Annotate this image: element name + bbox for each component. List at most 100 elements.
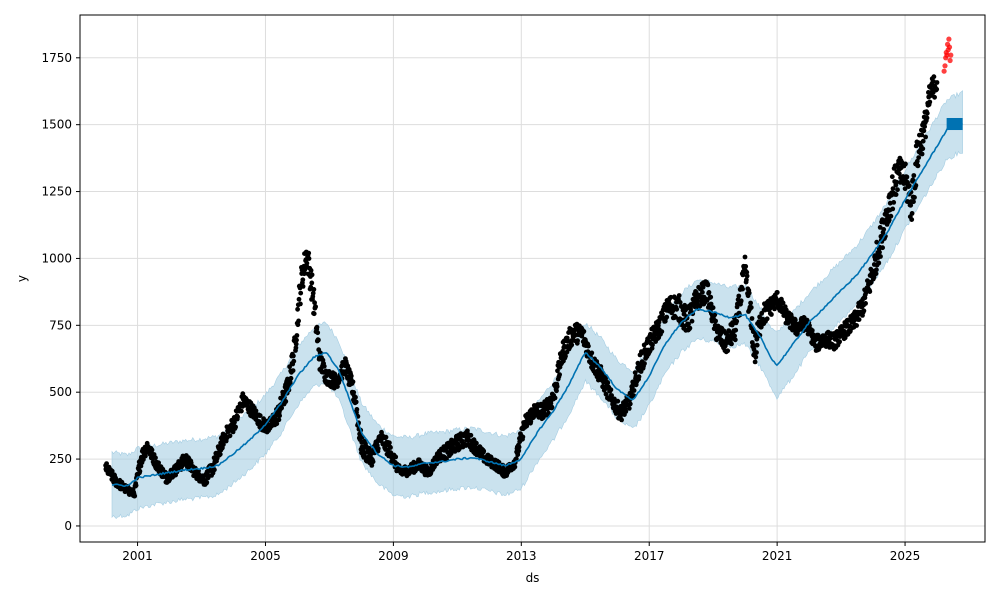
recent-point (944, 52, 950, 58)
observed-point (636, 374, 642, 379)
plot-frame (79, 14, 986, 543)
observed-point (837, 339, 842, 345)
observed-point (309, 280, 315, 286)
observed-point (294, 337, 299, 343)
recent-point (948, 52, 954, 58)
observed-point (920, 138, 926, 144)
observed-point (889, 174, 895, 180)
observed-point (932, 94, 937, 100)
observed-point (221, 442, 226, 447)
x-tick-label: 2013 (506, 549, 537, 563)
x-tick-label: 2001 (122, 549, 153, 563)
observed-point (909, 217, 915, 223)
observed-point (881, 227, 887, 232)
observed-point (725, 348, 731, 354)
observed-point (687, 325, 693, 331)
observed-point (513, 456, 519, 462)
observed-point (143, 453, 148, 459)
observed-point (293, 341, 299, 347)
observed-point (923, 134, 928, 140)
observed-point (312, 300, 317, 306)
x-tick-label: 2009 (378, 549, 409, 563)
observed-point (686, 321, 691, 327)
observed-point (732, 333, 737, 339)
observed-point (920, 146, 926, 152)
observed-point (874, 267, 879, 273)
observed-point (871, 274, 877, 280)
observed-point (689, 318, 695, 324)
observed-point (914, 158, 920, 164)
observed-point (295, 322, 301, 328)
observed-point (878, 254, 883, 259)
observed-point (792, 317, 798, 323)
observed-point (605, 380, 611, 386)
observed-point (732, 337, 738, 343)
grid (80, 15, 985, 542)
y-tick-label: 1000 (41, 251, 72, 265)
observed-point (742, 254, 748, 260)
observed-point (877, 249, 882, 255)
observed-point (890, 186, 896, 192)
observed-point (656, 323, 661, 328)
observed-point (748, 305, 754, 310)
observed-point (736, 293, 742, 299)
x-axis-label: ds (526, 571, 540, 585)
observed-point (274, 421, 280, 427)
observed-point (660, 311, 665, 317)
observed-point (293, 345, 299, 351)
observed-point (911, 173, 917, 178)
observed-point (291, 358, 297, 364)
observed-point (603, 391, 609, 397)
observed-point (919, 151, 925, 157)
recent-point (946, 36, 952, 42)
observed-point (911, 199, 916, 205)
observed-point (296, 296, 302, 302)
observed-point (780, 300, 786, 306)
observed-point (873, 271, 879, 277)
observed-point (359, 444, 365, 450)
observed-point (623, 409, 629, 414)
observed-point (890, 206, 896, 212)
observed-point (298, 290, 304, 296)
observed-point (922, 124, 927, 129)
observed-point (746, 290, 752, 296)
observed-point (316, 337, 321, 343)
uncertainty-band (111, 90, 963, 520)
observed-point (708, 301, 714, 307)
observed-point (149, 447, 155, 453)
recent-points-layer (941, 36, 954, 74)
observed-point (137, 468, 143, 474)
observed-point (927, 99, 933, 105)
observed-point (393, 454, 399, 460)
observed-point (298, 301, 303, 307)
observed-point (710, 305, 716, 311)
observed-point (908, 202, 914, 208)
observed-point (880, 245, 885, 251)
observed-point (306, 250, 312, 256)
x-axis: 2001 2005 2009 2013 2017 2021 2025 (122, 542, 920, 563)
observed-point (310, 290, 316, 296)
observed-point (104, 461, 109, 466)
observed-point (294, 333, 300, 338)
observed-point (744, 269, 750, 275)
observed-point (754, 342, 760, 348)
observed-point (919, 132, 925, 138)
observed-point (909, 211, 915, 216)
observed-point (758, 324, 764, 330)
observed-point (891, 200, 897, 205)
observed-point (632, 370, 638, 375)
forecast-line-layer (112, 117, 963, 488)
observed-point (664, 314, 670, 320)
recent-point (941, 68, 947, 74)
observed-point (764, 316, 770, 322)
observed-point (708, 294, 714, 300)
observed-point (569, 342, 575, 348)
observed-point (753, 354, 759, 360)
observed-point (867, 289, 873, 294)
observed-point (474, 440, 479, 446)
recent-point (946, 44, 953, 50)
y-tick-label: 1500 (41, 118, 72, 132)
observed-point (366, 445, 372, 451)
observed-point (706, 290, 712, 295)
